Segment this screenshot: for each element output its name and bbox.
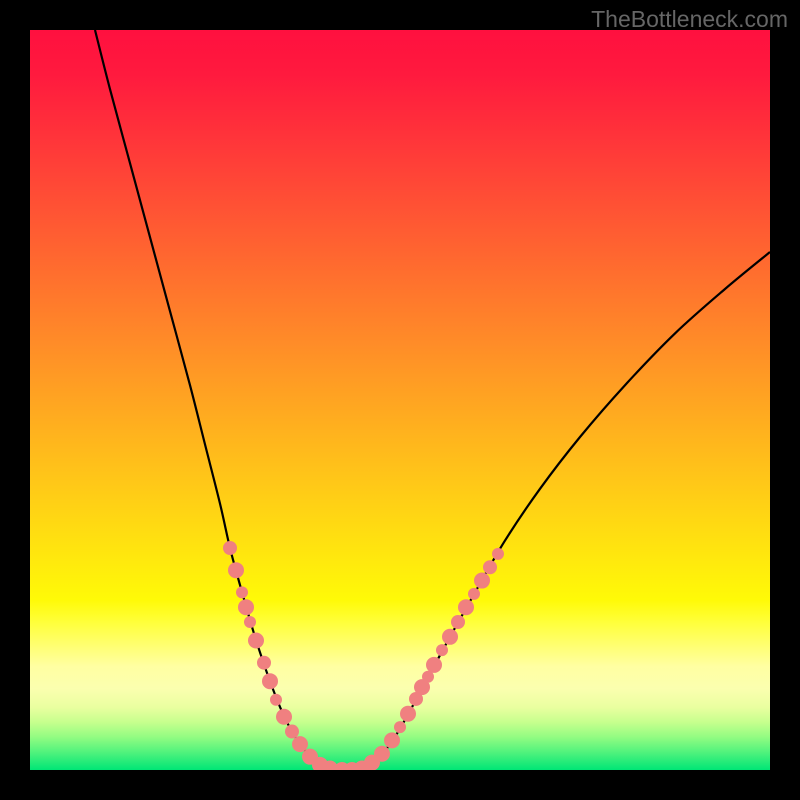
plot-area <box>30 30 770 770</box>
data-marker <box>400 706 416 722</box>
data-marker <box>442 629 458 645</box>
curve-layer <box>30 30 770 770</box>
data-marker <box>483 560 497 574</box>
data-marker <box>238 599 254 615</box>
data-marker <box>270 694 282 706</box>
data-marker <box>374 746 390 762</box>
data-marker <box>394 721 406 733</box>
watermark-text: TheBottleneck.com <box>591 6 788 33</box>
data-marker <box>244 616 256 628</box>
data-marker <box>262 673 278 689</box>
data-marker <box>276 709 292 725</box>
data-marker <box>257 656 271 670</box>
data-marker <box>426 657 442 673</box>
data-marker <box>468 588 480 600</box>
data-marker <box>236 586 248 598</box>
data-marker <box>451 615 465 629</box>
data-marker <box>458 599 474 615</box>
data-marker <box>492 548 504 560</box>
data-marker <box>474 573 490 589</box>
marker-group <box>223 541 504 770</box>
data-marker <box>384 732 400 748</box>
data-marker <box>285 725 299 739</box>
data-marker <box>248 633 264 649</box>
left-curve <box>95 30 342 770</box>
data-marker <box>223 541 237 555</box>
data-marker <box>292 736 308 752</box>
data-marker <box>436 644 448 656</box>
data-marker <box>228 562 244 578</box>
